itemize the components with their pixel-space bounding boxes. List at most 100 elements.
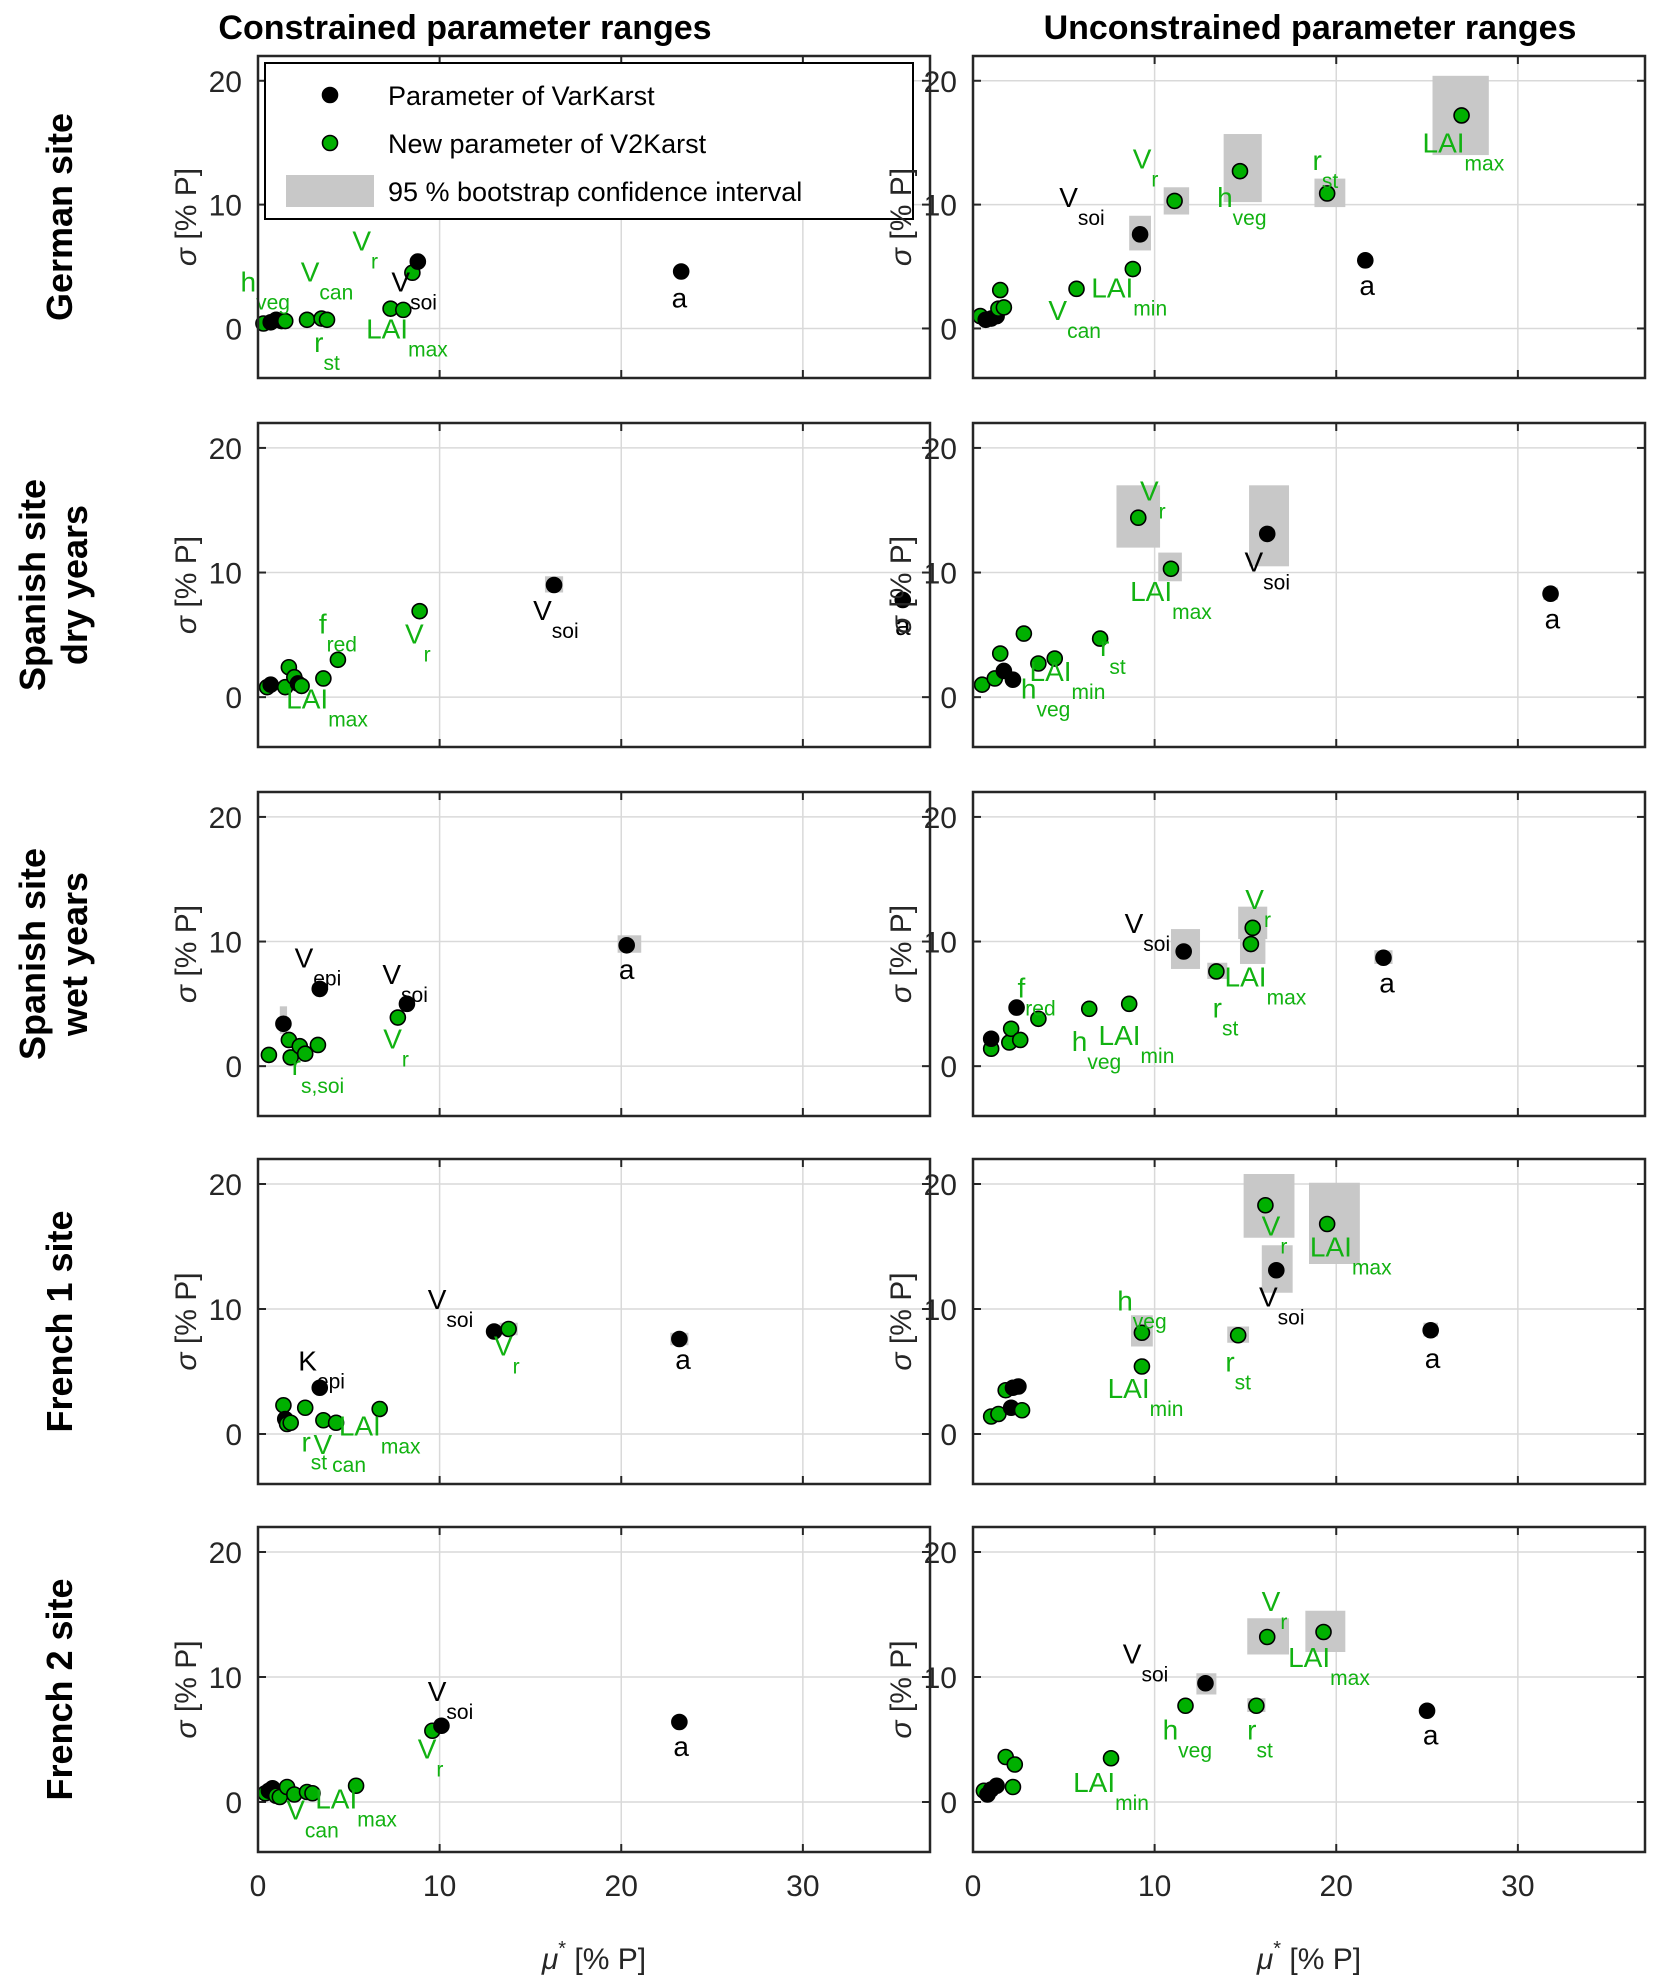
y-tick-label: 0 [225, 1787, 242, 1820]
param-label-a: a [1425, 1343, 1441, 1374]
y-axis-unit: [% P] [170, 1272, 203, 1352]
v2karst-point [347, 1777, 365, 1795]
plot-area [973, 1527, 1645, 1852]
param-label-subscript: veg [1233, 207, 1267, 230]
param-label-subscript: st [324, 352, 341, 375]
row-title-line: Spanish site [12, 848, 53, 1060]
y-axis-label: σ [% P] [170, 1272, 203, 1370]
param-label-lai-min: LAImin [1073, 1767, 1149, 1815]
y-tick-label: 0 [940, 313, 957, 346]
v2karst-point [389, 1009, 407, 1026]
row-title-french-1-site: French 1 site [39, 1210, 80, 1432]
param-label-v-can: Vcan [301, 256, 354, 304]
varkarst-point [1131, 226, 1149, 243]
y-tick-label: 0 [940, 682, 957, 715]
param-label-v-soi: Vsoi [1059, 182, 1105, 230]
param-label-main: r [1313, 145, 1322, 176]
param-label-r-st: rst [1100, 631, 1126, 679]
v2karst-point [296, 1399, 314, 1417]
y-axis-label: σ [% P] [885, 1640, 918, 1738]
param-label-main: a [673, 1731, 689, 1762]
param-label-v-epi: Vepi [295, 943, 342, 991]
param-label-subscript: max [1465, 153, 1505, 176]
axes-frame [971, 421, 1647, 749]
y-tick-label: 20 [924, 66, 957, 99]
param-label-h-veg: hveg [1217, 182, 1266, 230]
param-label-subscript: st [1235, 1372, 1252, 1395]
v2karst-point [296, 1045, 314, 1062]
param-label-subscript: max [381, 1435, 421, 1458]
y-tick-label: 10 [924, 927, 957, 960]
v2karst-point [1124, 260, 1142, 278]
param-label-lai-min: LAImin [1030, 656, 1106, 704]
param-label-a: a [673, 1731, 689, 1762]
param-label-subscript: max [1172, 601, 1212, 624]
axes-frame [971, 1525, 1647, 1854]
v2karst-point [1080, 1000, 1098, 1018]
v2karst-point [1315, 1623, 1332, 1641]
col-title-constrained: Constrained parameter ranges [218, 9, 711, 47]
v2karst-point [298, 311, 316, 329]
param-label-main: r [301, 1427, 310, 1458]
y-axis-label: σ [% P] [170, 168, 203, 266]
param-label-v-can: Vcan [1048, 295, 1101, 343]
param-label-main: V [1245, 884, 1264, 915]
param-label-lai-max: LAImax [286, 683, 368, 731]
varkarst-point [275, 1015, 292, 1033]
y-tick-label: 10 [209, 1294, 242, 1327]
v2karst-point [1318, 1215, 1336, 1233]
param-label-subscript: r [1151, 169, 1158, 192]
y-tick-label: 10 [209, 190, 242, 223]
v2karst-point [1229, 1326, 1247, 1344]
y-tick-label: 0 [940, 1787, 957, 1820]
param-label-a: a [672, 282, 688, 313]
param-label-a: a [1359, 270, 1375, 301]
y-tick-label: 20 [924, 433, 957, 466]
legend-label-varkarst: Parameter of VarKarst [388, 81, 655, 111]
ci-box [1249, 485, 1290, 567]
y-axis-unit: [% P] [885, 168, 918, 248]
v2karst-point [1102, 1749, 1120, 1767]
x-tick-label: 20 [605, 1870, 638, 1903]
y-tick-label: 20 [924, 802, 957, 835]
param-label-subscript: r [1159, 500, 1166, 523]
param-label-main: r [292, 1050, 301, 1081]
x-axis-superscript: * [1273, 1938, 1281, 1960]
v2karst-point [1015, 625, 1033, 642]
param-label-v-soi: Vsoi [1125, 908, 1171, 956]
param-label-main: r [314, 327, 323, 358]
x-tick-label: 0 [250, 1870, 267, 1903]
param-label-main: V [301, 256, 320, 287]
param-label-subscript: max [408, 338, 448, 361]
param-label-k-epi: Kepi [298, 1345, 345, 1393]
param-label-subscript: max [357, 1808, 397, 1831]
x-axis-label: μ* [% P] [1256, 1938, 1361, 1976]
y-axis-symbol: σ [885, 1719, 918, 1739]
param-label-main: a [1545, 604, 1561, 635]
row-title-line: Spanish site [12, 479, 53, 691]
v2karst-point [1011, 1031, 1029, 1049]
param-label-subscript: epi [317, 1370, 345, 1393]
v2karst-point [329, 651, 347, 669]
v2karst-point [309, 1036, 327, 1054]
varkarst-point [1008, 999, 1025, 1016]
v2karst-point [1120, 995, 1138, 1013]
v2karst-point [1013, 1401, 1031, 1419]
col-title-unconstrained: Unconstrained parameter ranges [1044, 9, 1577, 47]
param-label-subscript: red [327, 634, 357, 657]
varkarst-point [1542, 585, 1559, 603]
varkarst-point [1197, 1674, 1214, 1692]
legend-marker-v2karst [321, 134, 339, 152]
varkarst-point [1004, 671, 1022, 689]
y-tick-label: 0 [940, 1051, 957, 1084]
param-label-main: h [241, 266, 257, 297]
y-axis-unit: [% P] [170, 536, 203, 616]
param-label-main: LAI [1130, 576, 1172, 607]
param-label-subscript: veg [1037, 698, 1071, 721]
param-label-main: h [1072, 1026, 1088, 1057]
param-label-r-st: rst [1225, 1347, 1251, 1395]
